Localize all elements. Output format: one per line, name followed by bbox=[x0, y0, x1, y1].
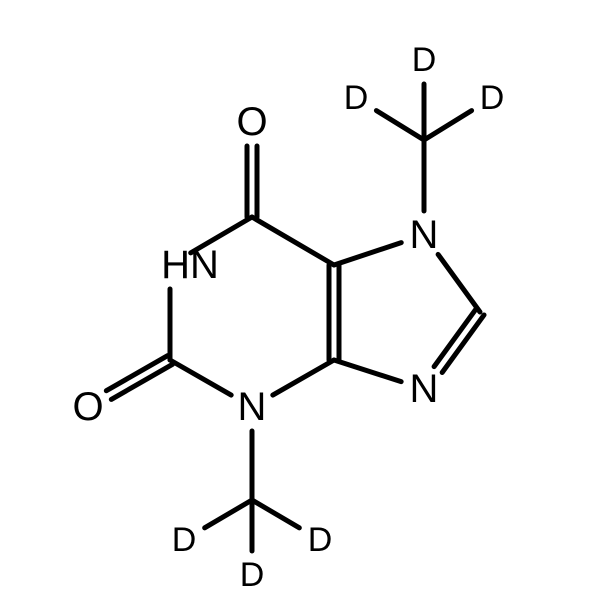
atom-label-o6: O bbox=[236, 100, 267, 144]
atom-label-d10c: D bbox=[240, 556, 265, 594]
atom-label-d11b: D bbox=[480, 79, 505, 117]
atom-label-o2: O bbox=[72, 385, 103, 429]
atom-label-d11a: D bbox=[344, 79, 369, 117]
atom-label-n1: HN bbox=[161, 243, 219, 287]
atom-label-d10b: D bbox=[308, 521, 333, 559]
atom-label-n7: N bbox=[410, 213, 439, 257]
molecule-diagram: HN N O O N N D D D D D D bbox=[0, 0, 600, 600]
atom-label-d11c: D bbox=[412, 41, 437, 79]
atom-label-n9: N bbox=[410, 367, 439, 411]
atom-label-d10a: D bbox=[172, 521, 197, 559]
atom-label-n3: N bbox=[238, 385, 267, 429]
